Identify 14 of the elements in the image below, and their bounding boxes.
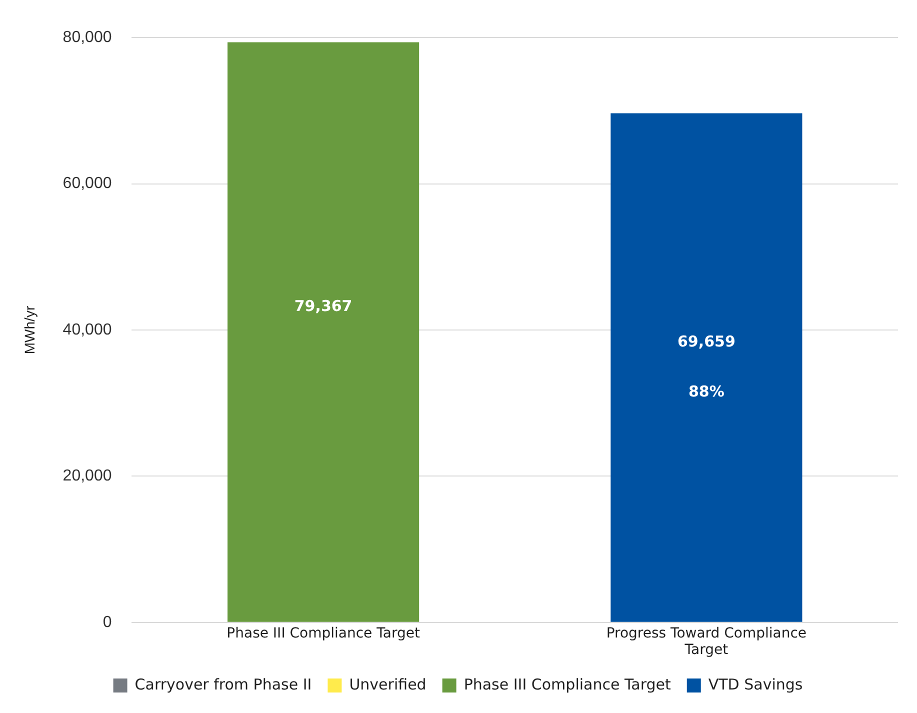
legend-label: Unverified xyxy=(349,675,426,694)
legend-label: Carryover from Phase II xyxy=(134,675,312,694)
data-label: 79,367 xyxy=(294,296,352,315)
y-tick-label: 60,000 xyxy=(62,175,112,192)
annotation: 88% xyxy=(688,382,724,400)
y-tick-label: 40,000 xyxy=(62,321,112,338)
y-axis-title: MWh/yr xyxy=(21,306,38,354)
y-tick-label: 0 xyxy=(102,614,112,631)
x-tick-label: Progress Toward Compliance Target xyxy=(606,625,807,658)
y-tick-label: 80,000 xyxy=(62,29,112,46)
legend-label: Phase III Compliance Target xyxy=(464,675,671,694)
legend-label: VTD Savings xyxy=(708,675,803,694)
data-label: 69,659 xyxy=(677,332,736,350)
y-tick-label: 20,000 xyxy=(62,468,112,485)
